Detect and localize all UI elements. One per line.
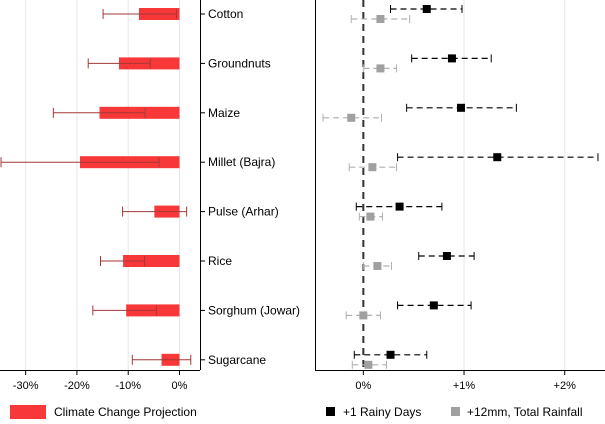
point-rainy-days-cotton (422, 5, 431, 13)
point-rainfall-cotton (376, 15, 385, 23)
legend-label-rainy-days: +1 Rainy Days (343, 405, 421, 419)
point-rainy-days-groundnuts (447, 54, 456, 63)
left-bars (0, 8, 192, 366)
point-rainfall-sugarcane (364, 360, 373, 369)
legend: Climate Change Projection +1 Rainy Days … (10, 405, 583, 419)
point-rainy-days-sugarcane (386, 350, 395, 359)
point-rainfall-rice (373, 262, 382, 270)
legend-swatch-rainfall (451, 407, 460, 416)
right-marks (322, 5, 599, 369)
left-tick-label: -30% (13, 380, 39, 392)
point-rainfall-pulse-arhar (366, 212, 375, 221)
bar-rice (123, 255, 180, 267)
point-rainy-days-millet-bajra (493, 153, 502, 162)
right-tick-label: +2% (554, 380, 577, 392)
left-tick-label: -20% (64, 380, 90, 392)
point-rainy-days-pulse-arhar (395, 202, 404, 211)
left-tick-label: 0% (172, 380, 188, 392)
category-label-sugarcane: Sugarcane (208, 353, 266, 367)
legend-swatch-climate (10, 405, 46, 419)
legend-label-rainfall: +12mm, Total Rainfall (467, 405, 583, 419)
legend-swatch-rainy-days (326, 407, 335, 416)
left-axes: -30% -20% -10% 0% (0, 0, 205, 392)
category-label-maize: Maize (208, 106, 240, 120)
point-rainfall-sorghum-jowar (359, 311, 368, 320)
right-tick-label: 0% (355, 380, 371, 392)
category-label-cotton: Cotton (208, 7, 243, 21)
right-gridlines (362, 0, 566, 370)
right-tick-label: +1% (453, 380, 476, 392)
point-rainy-days-maize (457, 103, 466, 112)
point-rainfall-maize (347, 113, 356, 122)
category-label-groundnuts: Groundnuts (208, 56, 271, 70)
point-rainy-days-sorghum-jowar (429, 301, 438, 310)
legend-label-climate: Climate Change Projection (54, 405, 197, 419)
category-labels: Cotton Groundnuts Maize Millet (Bajra) Pulse… (208, 7, 300, 367)
point-rainfall-millet-bajra (368, 163, 377, 172)
category-label-sorghum-jowar: Sorghum (Jowar) (208, 303, 300, 317)
point-rainfall-groundnuts (376, 64, 385, 73)
category-label-millet-bajra: Millet (Bajra) (208, 155, 275, 169)
category-label-pulse-arhar: Pulse (Arhar) (208, 205, 279, 219)
right-axes: 0% +1% +2% (315, 0, 605, 392)
left-tick-label: -10% (115, 380, 141, 392)
category-label-rice: Rice (208, 254, 232, 268)
point-rainy-days-rice (442, 252, 451, 260)
